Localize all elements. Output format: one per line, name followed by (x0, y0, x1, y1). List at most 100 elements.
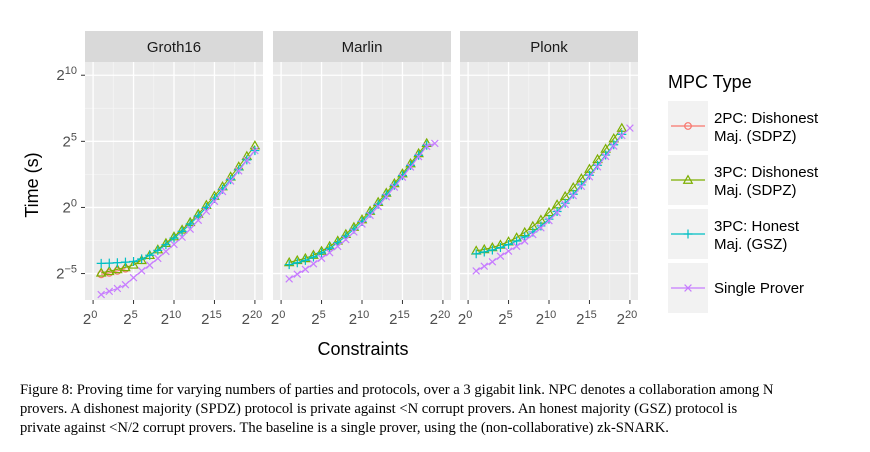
data-point-3pch (104, 258, 114, 268)
facet-title: Groth16 (147, 39, 201, 56)
data-point-single (617, 131, 626, 140)
legend-entry-single: Single Prover (668, 263, 804, 313)
x-tick-label: 210 (349, 309, 370, 328)
legend-label-line2: Maj. (SDPZ) (714, 182, 797, 199)
data-point-3pcd (120, 261, 131, 272)
x-tick-label: 215 (201, 309, 222, 328)
data-point-3pch (495, 242, 505, 252)
data-point-single (309, 259, 318, 268)
data-point-single (480, 262, 489, 271)
caption-line-1: Figure 8: Proving time for varying numbe… (20, 382, 774, 398)
data-point-single (170, 240, 178, 249)
data-point-single (251, 146, 259, 155)
x-tick-label: 20 (271, 309, 285, 328)
data-point-single (129, 273, 138, 282)
legend-label-line1: 3PC: Dishonest (714, 164, 819, 181)
data-point-single (528, 230, 537, 239)
caption-line-2: provers. A dishonest majority (SPDZ) pro… (20, 401, 738, 417)
data-point-3pch (544, 214, 554, 224)
data-point-single (374, 202, 383, 211)
legend-label-line1: 3PC: Honest (714, 218, 800, 235)
data-point-single (285, 275, 294, 283)
y-tick-label: 2−5 (56, 264, 77, 283)
data-point-single (341, 235, 350, 244)
data-point-single (194, 216, 203, 225)
data-point-3pch (471, 249, 481, 259)
data-point-3pch (96, 258, 106, 268)
facet-marlin: Marlin 20 25 210 215 220 (271, 31, 451, 328)
data-point-3pcd (112, 263, 123, 274)
series-single (97, 146, 259, 299)
data-point-3pch (300, 255, 310, 265)
series-3pch (471, 129, 627, 259)
data-point-3pch (414, 150, 424, 160)
y-tick-label: 20 (63, 197, 77, 216)
data-point-single (366, 211, 374, 220)
data-point-3pch (381, 190, 391, 200)
x-tick-label: 215 (389, 309, 410, 328)
data-point-single (504, 247, 513, 255)
data-point-3pch (406, 161, 416, 171)
facet-title: Marlin (342, 39, 383, 56)
data-point-3pch (568, 189, 578, 199)
data-point-3pch (479, 247, 489, 257)
data-point-3pch (169, 233, 179, 243)
data-point-3pch (317, 248, 327, 258)
data-point-3pch (145, 250, 155, 260)
data-point-3pch (397, 171, 407, 181)
y-axis-title: Time (s) (22, 152, 42, 217)
data-point-3pch (193, 211, 203, 221)
facet-groth16: Groth16 20 25 210 215 220 2−5 20 25 210 (56, 31, 263, 328)
data-point-single (422, 142, 431, 151)
data-point-single (545, 216, 553, 225)
data-point-3pch (617, 129, 627, 139)
data-point-single (609, 142, 618, 150)
data-point-3pch (552, 206, 562, 216)
data-point-single (601, 152, 610, 161)
legend-key-marker (684, 284, 692, 292)
facet-plonk: Plonk 20 25 210 215 220 (458, 31, 638, 328)
y-tick-label: 210 (56, 65, 77, 84)
facet-title: Plonk (530, 39, 568, 56)
series-single (472, 124, 634, 275)
x-tick-label: 220 (430, 309, 451, 328)
data-point-single (105, 287, 114, 296)
legend-key-marker (683, 229, 693, 239)
data-point-single (512, 242, 521, 251)
data-point-3pch (226, 175, 236, 185)
data-point-single (113, 284, 122, 293)
data-point-single (472, 267, 481, 275)
data-point-3pch (153, 245, 163, 255)
data-point-3pch (284, 260, 294, 270)
data-point-single (430, 139, 439, 148)
data-point-single (325, 248, 334, 257)
data-point-single (593, 163, 602, 171)
data-point-single (569, 191, 578, 200)
data-point-3pch (576, 180, 586, 190)
data-point-3pch (234, 165, 244, 175)
data-point-single (577, 182, 586, 191)
facet-panels: Groth16 20 25 210 215 220 2−5 20 25 210 Marlin 20 25… (56, 31, 638, 328)
data-point-3pch (120, 257, 130, 267)
x-axis-title: Constraints (317, 339, 408, 359)
data-point-single (186, 225, 195, 234)
data-point-single (153, 254, 162, 263)
legend-title: MPC Type (668, 72, 752, 92)
data-point-single (358, 220, 366, 228)
data-point-single (561, 200, 570, 209)
x-tick-label: 210 (536, 309, 557, 328)
x-tick-label: 220 (242, 309, 263, 328)
data-point-3pcd (103, 265, 115, 276)
data-point-3pcd (128, 259, 139, 269)
series-single (285, 139, 439, 283)
data-point-3pch (112, 258, 122, 268)
data-point-3pch (609, 140, 619, 150)
data-point-single (317, 254, 326, 263)
data-point-single (242, 156, 251, 165)
axis-titles: Time (s) Constraints (22, 152, 409, 359)
data-point-single (390, 183, 399, 191)
data-point-single (553, 208, 561, 217)
